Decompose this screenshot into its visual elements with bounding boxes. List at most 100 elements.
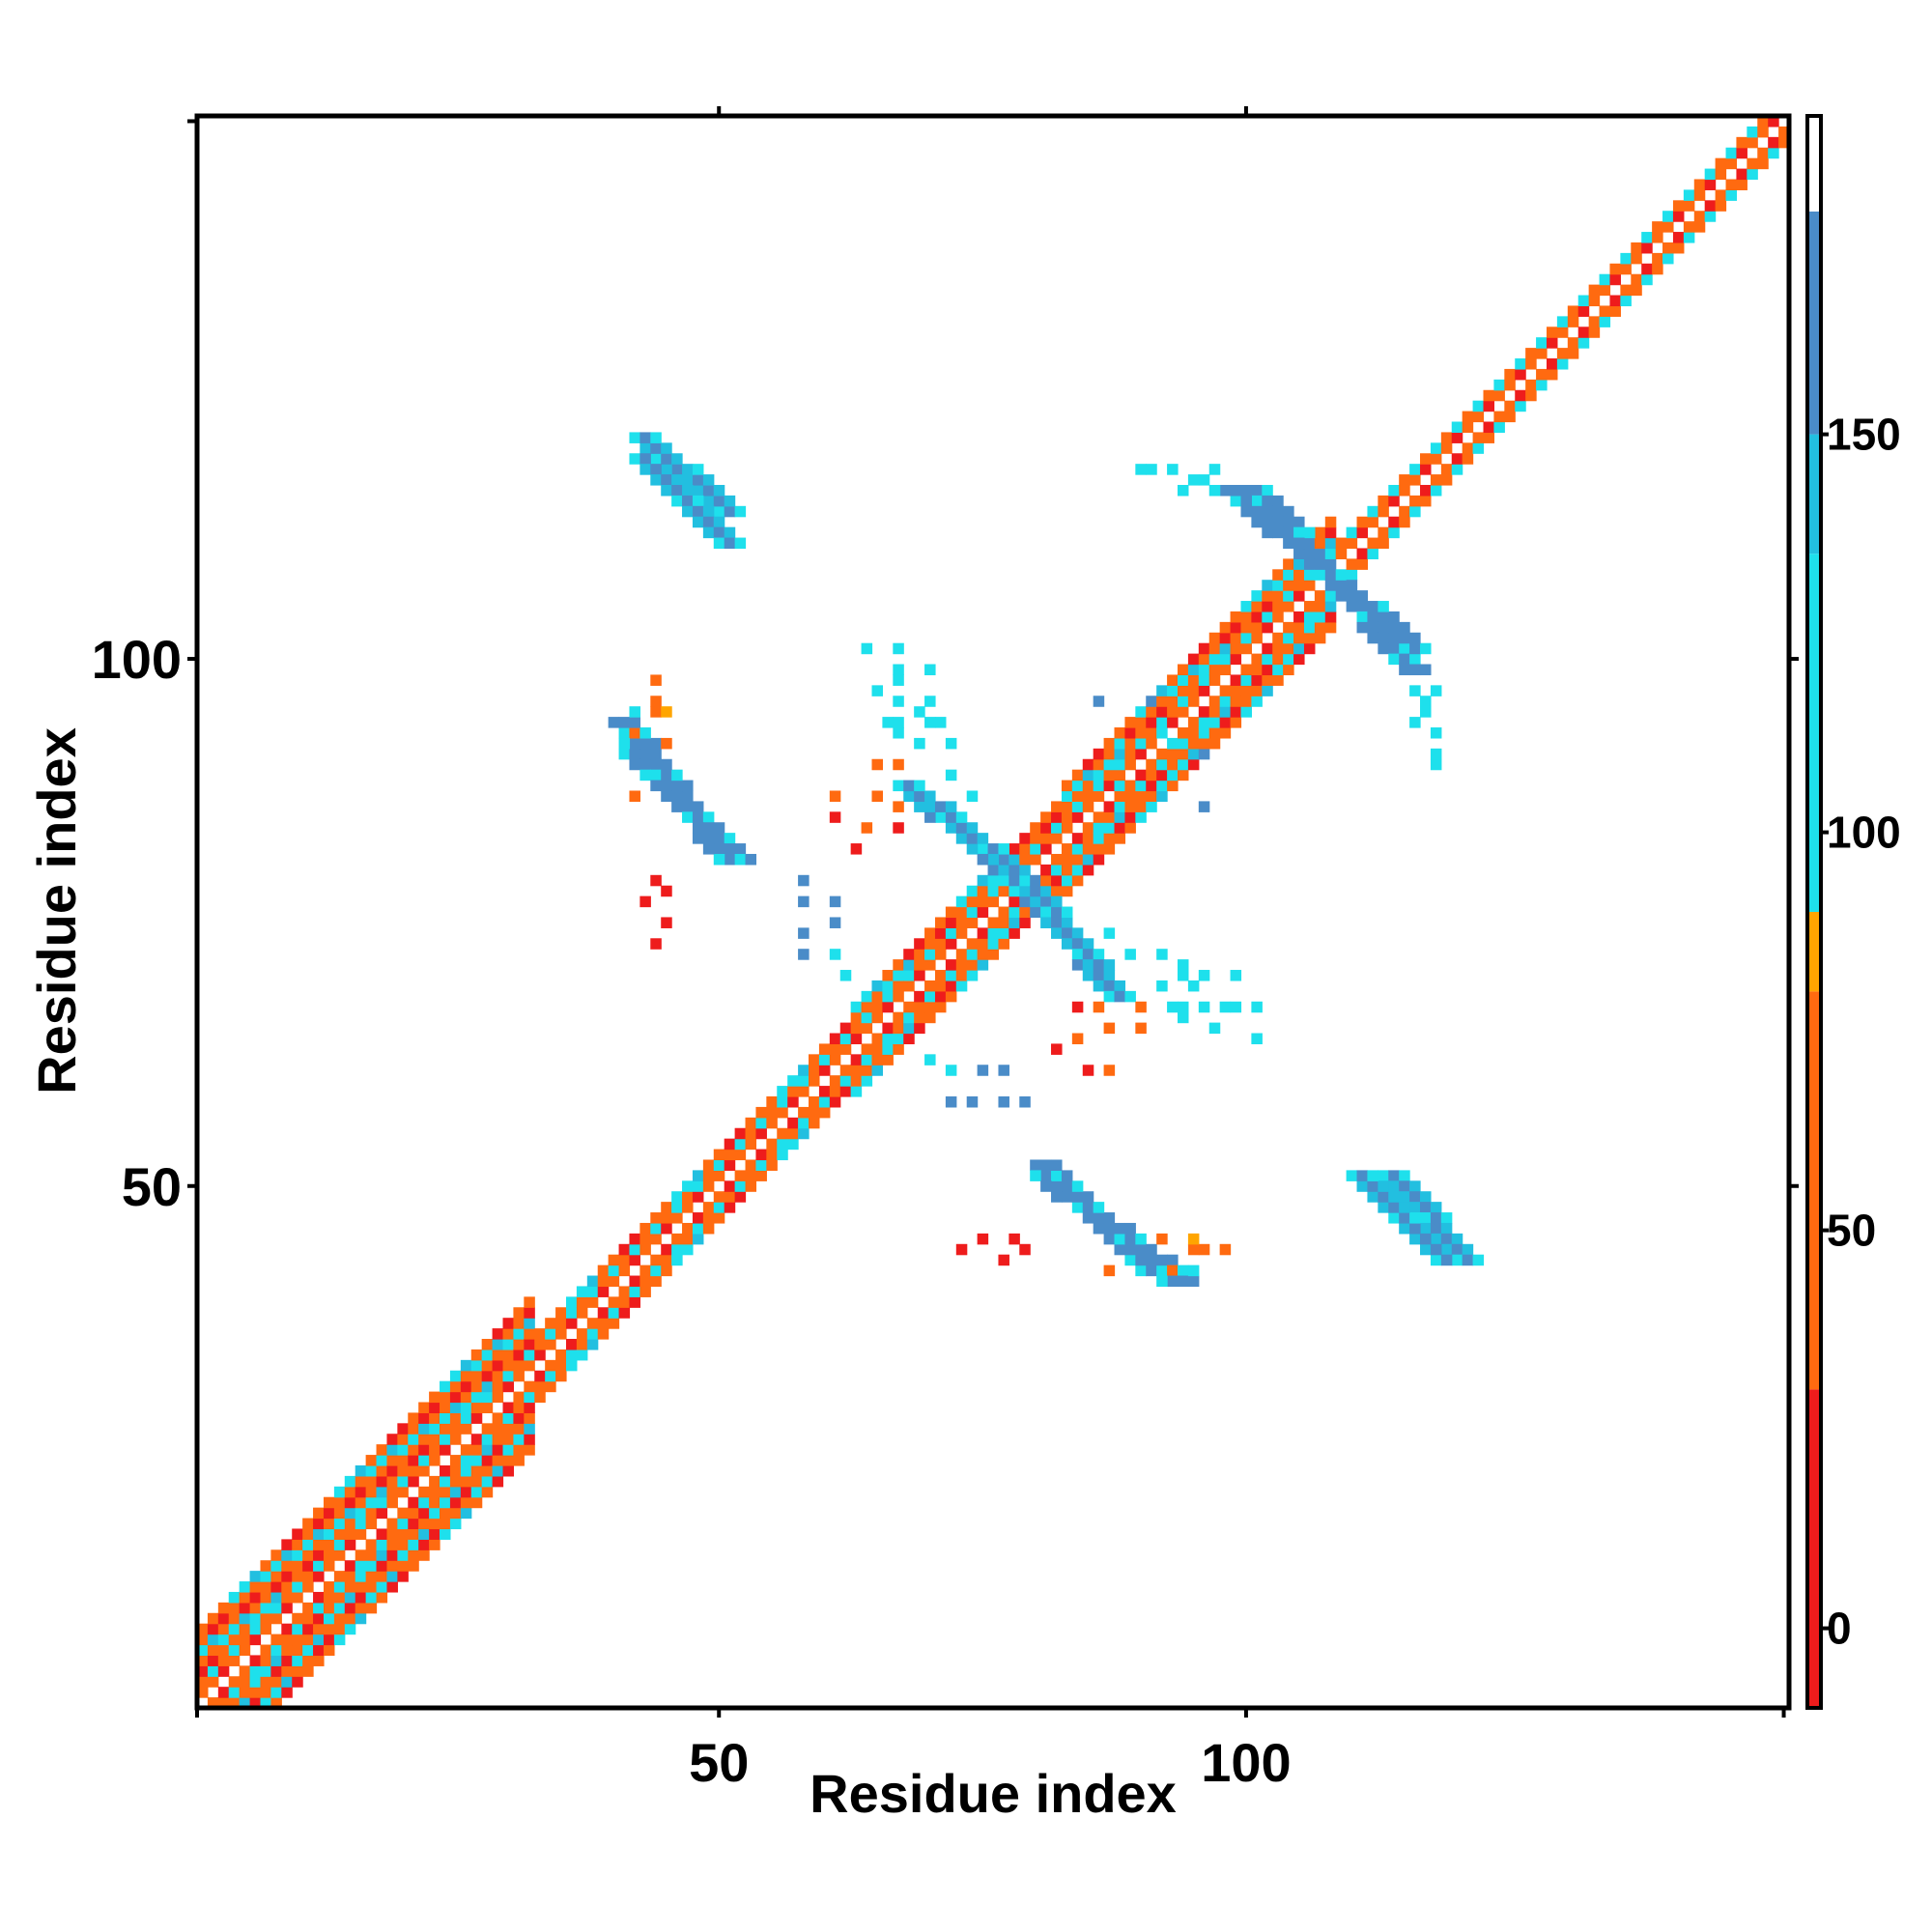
heatmap-cell (1146, 790, 1157, 802)
heatmap-cell (945, 1095, 957, 1108)
heatmap-cell (502, 1349, 515, 1361)
heatmap-cell (787, 1075, 799, 1087)
heatmap-cell (1451, 1254, 1463, 1266)
heatmap-cell (355, 1464, 367, 1477)
heatmap-cell (724, 1138, 736, 1151)
heatmap-cell (492, 1328, 504, 1340)
heatmap-cell (302, 1602, 314, 1614)
heatmap-cell (1641, 273, 1653, 286)
heatmap-cell (313, 1518, 325, 1530)
heatmap-cell (1230, 653, 1242, 666)
heatmap-cell (1135, 1001, 1147, 1013)
heatmap-cell (418, 1549, 430, 1561)
heatmap-cell (671, 1233, 683, 1245)
heatmap-cell (344, 1518, 356, 1530)
heatmap-cell (429, 1455, 440, 1466)
heatmap-cell (861, 1075, 873, 1087)
heatmap-cell (745, 1180, 757, 1192)
heatmap-cell (1272, 611, 1284, 623)
heatmap-cell (629, 717, 640, 728)
heatmap-cell (1071, 790, 1084, 802)
heatmap-cell (713, 1202, 725, 1213)
heatmap-cell (1409, 642, 1421, 655)
heatmap-cell (1019, 1243, 1031, 1256)
heatmap-cell (702, 484, 715, 497)
heatmap-cell (1103, 833, 1116, 844)
heatmap-cell (1367, 611, 1378, 623)
heatmap-cell (1093, 980, 1105, 992)
heatmap-cell (207, 1665, 219, 1677)
heatmap-cell (1378, 495, 1389, 507)
heatmap-cell (702, 843, 715, 855)
heatmap-cell (1230, 685, 1242, 696)
heatmap-cell (323, 1581, 335, 1593)
heatmap-cell (1399, 632, 1410, 644)
heatmap-cell (397, 1539, 409, 1550)
heatmap-cell (1198, 664, 1210, 676)
heatmap-cell (270, 1560, 282, 1572)
heatmap-cell (1472, 1254, 1485, 1266)
heatmap-cell (1472, 411, 1485, 423)
heatmap-cell (355, 1518, 367, 1530)
heatmap-cell (945, 980, 957, 992)
heatmap-cell (639, 432, 651, 443)
heatmap-cell (376, 1486, 388, 1498)
heatmap-cell (650, 758, 662, 771)
heatmap-cell (1757, 147, 1769, 159)
heatmap-cell (355, 1581, 367, 1593)
heatmap-cell (1240, 495, 1252, 507)
heatmap-cell (1124, 748, 1136, 760)
heatmap-cell (618, 1296, 631, 1308)
heatmap-cell (1019, 906, 1031, 919)
heatmap-cell (734, 853, 747, 866)
heatmap-cell (333, 1571, 346, 1582)
heatmap-cell (1082, 864, 1094, 876)
heatmap-cell (839, 1022, 852, 1035)
heatmap-cell (260, 1644, 271, 1657)
heatmap-cell (1146, 1264, 1157, 1277)
heatmap-cell (386, 1444, 398, 1456)
heatmap-cell (745, 853, 757, 866)
heatmap-cell (650, 780, 662, 792)
heatmap-cell (724, 1159, 736, 1171)
heatmap-cell (524, 1359, 535, 1372)
heatmap-cell (1399, 1180, 1410, 1192)
heatmap-cell (1114, 769, 1126, 781)
heatmap-cell (1061, 864, 1073, 876)
heatmap-cell (829, 949, 841, 960)
heatmap-cell (313, 1560, 325, 1572)
heatmap-cell (1704, 211, 1717, 222)
heatmap-cell (1272, 505, 1284, 518)
heatmap-cell (671, 780, 683, 792)
heatmap-cell (1167, 674, 1179, 686)
heatmap-cell (829, 1075, 841, 1087)
heatmap-cell (818, 1054, 831, 1065)
heatmap-cell (1346, 558, 1358, 570)
heatmap-cell (534, 1370, 546, 1382)
heatmap-cell (1262, 580, 1273, 591)
heatmap-cell (386, 1486, 398, 1498)
heatmap-cell (818, 1106, 831, 1119)
heatmap-cell (1051, 1170, 1063, 1181)
heatmap-cell (1567, 305, 1579, 317)
heatmap-cell (207, 1697, 219, 1709)
heatmap-cell (650, 769, 662, 781)
heatmap-cell (249, 1687, 262, 1698)
heatmap-cell (1440, 442, 1453, 454)
heatmap-cell (734, 1149, 747, 1161)
heatmap-cell (302, 1665, 314, 1677)
heatmap-cell (1293, 558, 1305, 570)
heatmap-cell (355, 1549, 367, 1561)
heatmap-cell (998, 843, 1009, 855)
heatmap-cell (1103, 1222, 1116, 1235)
heatmap-cell (1146, 717, 1157, 728)
heatmap-cell (1177, 1001, 1189, 1013)
heatmap-cell (1620, 284, 1632, 297)
heatmap-cell (1114, 790, 1126, 802)
heatmap-cell (1071, 1180, 1084, 1192)
heatmap-cell (661, 769, 672, 781)
heatmap-cell (1114, 1233, 1126, 1245)
heatmap-cell (1409, 717, 1421, 728)
heatmap-cell (397, 1434, 409, 1445)
heatmap-cell (1082, 801, 1094, 812)
